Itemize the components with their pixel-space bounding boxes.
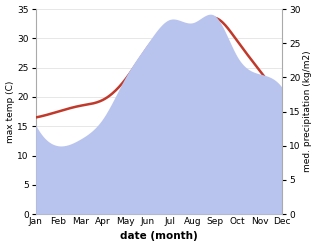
Y-axis label: med. precipitation (kg/m2): med. precipitation (kg/m2) [303,51,313,172]
Y-axis label: max temp (C): max temp (C) [5,80,15,143]
X-axis label: date (month): date (month) [120,231,198,242]
